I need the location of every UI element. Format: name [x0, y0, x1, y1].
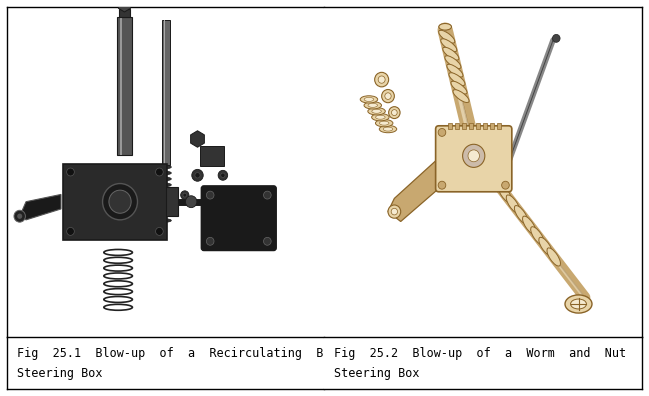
- Circle shape: [206, 191, 214, 199]
- Ellipse shape: [439, 30, 455, 43]
- Circle shape: [17, 213, 22, 219]
- Circle shape: [221, 173, 225, 177]
- Ellipse shape: [445, 56, 461, 69]
- Ellipse shape: [506, 195, 520, 213]
- Polygon shape: [388, 152, 458, 221]
- Ellipse shape: [160, 166, 171, 169]
- Ellipse shape: [439, 23, 452, 30]
- Bar: [476, 123, 480, 129]
- Ellipse shape: [384, 127, 393, 131]
- Circle shape: [103, 184, 138, 220]
- Circle shape: [468, 150, 480, 162]
- Ellipse shape: [372, 114, 389, 121]
- Circle shape: [14, 210, 25, 222]
- Bar: [119, 9, 130, 17]
- Ellipse shape: [364, 97, 374, 101]
- Circle shape: [156, 227, 163, 235]
- Ellipse shape: [160, 219, 171, 222]
- Bar: [456, 123, 459, 129]
- Bar: [448, 123, 452, 129]
- Bar: [469, 123, 473, 129]
- Bar: [119, 17, 122, 156]
- FancyBboxPatch shape: [435, 126, 512, 192]
- Ellipse shape: [449, 73, 465, 86]
- Ellipse shape: [160, 201, 171, 204]
- Ellipse shape: [376, 115, 385, 119]
- FancyBboxPatch shape: [200, 146, 224, 166]
- Circle shape: [156, 168, 163, 176]
- Ellipse shape: [368, 108, 386, 115]
- Circle shape: [385, 93, 391, 99]
- Text: Fig  25.2  Blow-up  of  a  Worm  and  Nut: Fig 25.2 Blow-up of a Worm and Nut: [334, 347, 626, 360]
- Ellipse shape: [380, 121, 389, 125]
- Circle shape: [67, 168, 74, 176]
- Ellipse shape: [522, 216, 536, 234]
- Circle shape: [180, 191, 189, 200]
- Circle shape: [186, 196, 197, 208]
- Circle shape: [391, 110, 397, 116]
- Ellipse shape: [379, 126, 397, 133]
- Ellipse shape: [160, 177, 171, 181]
- Ellipse shape: [565, 295, 592, 313]
- Circle shape: [389, 107, 400, 118]
- Circle shape: [552, 34, 560, 42]
- Bar: [162, 20, 169, 166]
- Ellipse shape: [160, 195, 171, 198]
- Ellipse shape: [453, 89, 469, 103]
- Bar: [462, 123, 466, 129]
- FancyBboxPatch shape: [201, 186, 276, 251]
- Circle shape: [263, 237, 271, 245]
- Ellipse shape: [376, 120, 393, 127]
- Circle shape: [374, 72, 389, 87]
- Ellipse shape: [451, 81, 467, 94]
- Ellipse shape: [364, 102, 382, 109]
- Circle shape: [382, 89, 395, 103]
- Ellipse shape: [160, 171, 171, 175]
- Circle shape: [438, 128, 446, 136]
- Ellipse shape: [515, 206, 528, 224]
- FancyBboxPatch shape: [62, 164, 167, 240]
- Circle shape: [463, 144, 485, 168]
- Circle shape: [183, 193, 187, 197]
- Ellipse shape: [160, 189, 171, 192]
- Ellipse shape: [372, 109, 382, 113]
- Ellipse shape: [360, 96, 378, 103]
- Circle shape: [502, 181, 509, 189]
- Bar: [165, 187, 178, 216]
- Ellipse shape: [498, 185, 511, 202]
- Ellipse shape: [539, 237, 552, 255]
- Circle shape: [388, 205, 400, 218]
- Ellipse shape: [160, 183, 171, 187]
- Circle shape: [438, 181, 446, 189]
- Ellipse shape: [160, 207, 171, 210]
- Ellipse shape: [443, 47, 459, 60]
- Ellipse shape: [570, 299, 587, 309]
- Bar: [490, 123, 494, 129]
- Circle shape: [195, 173, 200, 178]
- Ellipse shape: [547, 248, 561, 266]
- Text: Steering Box: Steering Box: [16, 367, 102, 380]
- Ellipse shape: [441, 39, 457, 51]
- Circle shape: [206, 237, 214, 245]
- Circle shape: [378, 76, 385, 83]
- Circle shape: [263, 191, 271, 199]
- Bar: [164, 20, 165, 166]
- Text: Steering Box: Steering Box: [334, 367, 419, 380]
- Bar: [484, 123, 487, 129]
- Circle shape: [391, 208, 398, 215]
- Circle shape: [218, 170, 228, 180]
- Ellipse shape: [447, 64, 463, 77]
- Bar: [497, 123, 501, 129]
- Circle shape: [109, 190, 131, 213]
- Circle shape: [67, 227, 74, 235]
- Polygon shape: [19, 194, 61, 220]
- Ellipse shape: [368, 103, 378, 107]
- Ellipse shape: [160, 213, 171, 216]
- Circle shape: [192, 169, 203, 181]
- Text: Fig  25.1  Blow-up  of  a  Recirculating  Ball: Fig 25.1 Blow-up of a Recirculating Ball: [16, 347, 344, 360]
- Bar: [117, 17, 132, 156]
- Ellipse shape: [531, 227, 545, 245]
